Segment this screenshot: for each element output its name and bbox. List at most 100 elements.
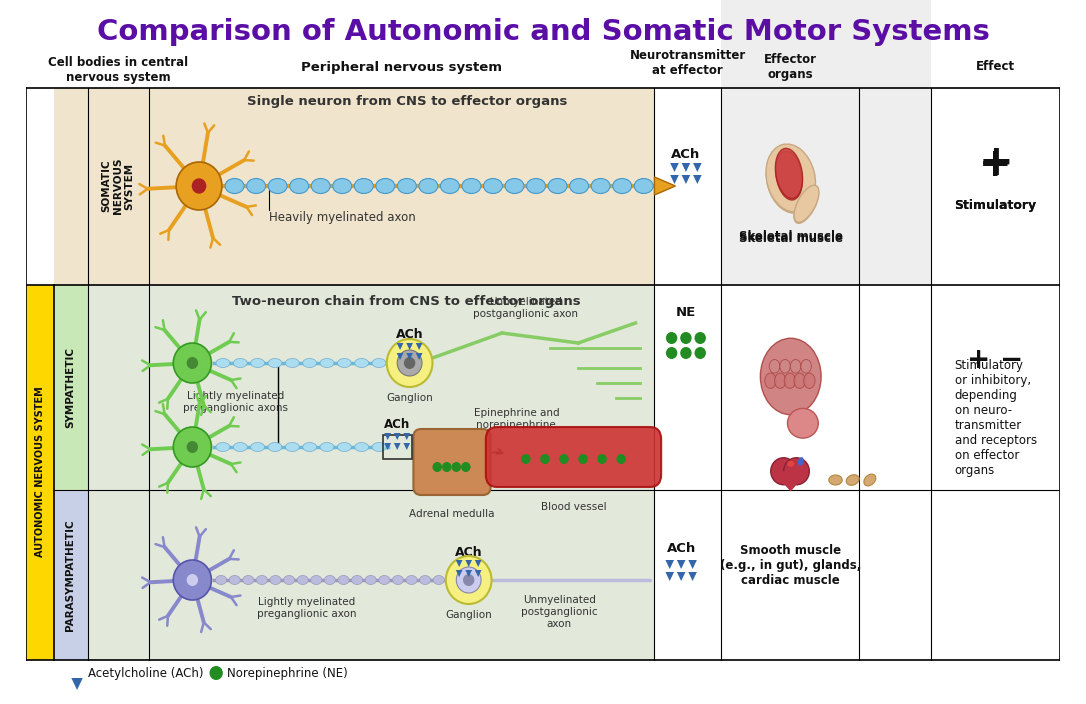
Ellipse shape	[613, 179, 632, 194]
Text: ACh: ACh	[395, 329, 424, 341]
FancyBboxPatch shape	[414, 429, 491, 495]
Ellipse shape	[794, 185, 819, 222]
Ellipse shape	[372, 358, 386, 367]
Ellipse shape	[774, 373, 786, 389]
Text: NE: NE	[675, 306, 696, 320]
Text: Ganglion: Ganglion	[387, 393, 433, 403]
Text: ACh: ACh	[667, 541, 696, 555]
Ellipse shape	[268, 358, 282, 367]
Text: Heavily myelinated axon: Heavily myelinated axon	[268, 211, 415, 225]
Text: Unmyelinated
postganglionic
axon: Unmyelinated postganglionic axon	[521, 596, 597, 629]
Circle shape	[174, 427, 212, 467]
Text: ACh: ACh	[671, 149, 700, 161]
Bar	[721, 0, 931, 285]
Polygon shape	[666, 572, 674, 581]
Ellipse shape	[419, 575, 431, 584]
Bar	[54, 285, 88, 490]
Polygon shape	[666, 560, 674, 569]
Text: Epinephrine and
norepinephrine: Epinephrine and norepinephrine	[473, 408, 559, 430]
Polygon shape	[682, 163, 691, 172]
Circle shape	[192, 178, 206, 194]
Ellipse shape	[433, 575, 444, 584]
Ellipse shape	[325, 575, 336, 584]
Ellipse shape	[397, 179, 416, 194]
Circle shape	[174, 343, 212, 383]
Ellipse shape	[794, 373, 806, 389]
Polygon shape	[670, 175, 679, 184]
Polygon shape	[677, 572, 685, 581]
Circle shape	[666, 332, 678, 344]
Ellipse shape	[846, 474, 859, 485]
Ellipse shape	[352, 575, 363, 584]
Circle shape	[521, 454, 531, 464]
Circle shape	[578, 454, 588, 464]
Polygon shape	[670, 163, 679, 172]
Bar	[54, 88, 88, 285]
Text: + −: + −	[968, 346, 1024, 374]
Ellipse shape	[379, 575, 390, 584]
Text: Cell bodies in central
nervous system: Cell bodies in central nervous system	[48, 56, 188, 84]
Circle shape	[210, 666, 223, 680]
Ellipse shape	[483, 179, 503, 194]
Circle shape	[176, 162, 222, 210]
Ellipse shape	[548, 179, 567, 194]
Polygon shape	[682, 175, 691, 184]
Ellipse shape	[446, 575, 458, 584]
Polygon shape	[475, 560, 481, 567]
Polygon shape	[416, 353, 422, 360]
Ellipse shape	[419, 179, 438, 194]
Polygon shape	[689, 560, 697, 569]
Ellipse shape	[247, 179, 266, 194]
Ellipse shape	[392, 575, 404, 584]
Text: ACh: ACh	[455, 546, 482, 558]
Circle shape	[404, 357, 415, 369]
Circle shape	[617, 454, 626, 464]
Bar	[383, 435, 412, 459]
Ellipse shape	[286, 443, 300, 451]
Bar	[26, 285, 54, 660]
Ellipse shape	[355, 358, 368, 367]
Polygon shape	[693, 175, 702, 184]
Ellipse shape	[570, 179, 589, 194]
Polygon shape	[465, 570, 472, 577]
Polygon shape	[394, 443, 401, 450]
Ellipse shape	[303, 443, 317, 451]
Circle shape	[432, 462, 442, 472]
Ellipse shape	[775, 151, 803, 200]
Circle shape	[559, 454, 569, 464]
Bar	[88, 88, 655, 285]
Circle shape	[187, 574, 198, 586]
Text: Acetylcholine (ACh): Acetylcholine (ACh)	[88, 667, 203, 679]
Ellipse shape	[765, 373, 776, 389]
Text: Blood vessel: Blood vessel	[541, 502, 606, 512]
Text: Skeletal muscle: Skeletal muscle	[738, 232, 843, 244]
Polygon shape	[677, 560, 685, 569]
Ellipse shape	[354, 179, 374, 194]
Text: Unmyelinated
postganglionic axon: Unmyelinated postganglionic axon	[473, 297, 579, 319]
Ellipse shape	[462, 179, 481, 194]
Circle shape	[452, 462, 462, 472]
Ellipse shape	[338, 575, 349, 584]
Ellipse shape	[784, 373, 796, 389]
Ellipse shape	[767, 146, 814, 213]
Text: Lightly myelinated
preganglionic axons: Lightly myelinated preganglionic axons	[182, 391, 288, 413]
Ellipse shape	[441, 179, 459, 194]
Polygon shape	[475, 570, 481, 577]
Polygon shape	[403, 443, 411, 450]
Circle shape	[442, 462, 452, 472]
Text: Stimulatory: Stimulatory	[955, 199, 1037, 211]
Ellipse shape	[303, 358, 317, 367]
Polygon shape	[772, 471, 808, 491]
Circle shape	[446, 556, 492, 604]
Ellipse shape	[787, 460, 794, 467]
Circle shape	[597, 454, 607, 464]
Ellipse shape	[320, 358, 333, 367]
Text: SOMATIC
NERVOUS
SYSTEM: SOMATIC NERVOUS SYSTEM	[101, 158, 135, 214]
Text: Effector
organs: Effector organs	[765, 53, 818, 81]
Ellipse shape	[338, 443, 351, 451]
Text: Adrenal medulla: Adrenal medulla	[408, 509, 494, 519]
Text: Comparison of Autonomic and Somatic Motor Systems: Comparison of Autonomic and Somatic Moto…	[97, 18, 989, 46]
Text: +: +	[980, 146, 1012, 184]
Circle shape	[784, 458, 809, 485]
Ellipse shape	[406, 575, 417, 584]
